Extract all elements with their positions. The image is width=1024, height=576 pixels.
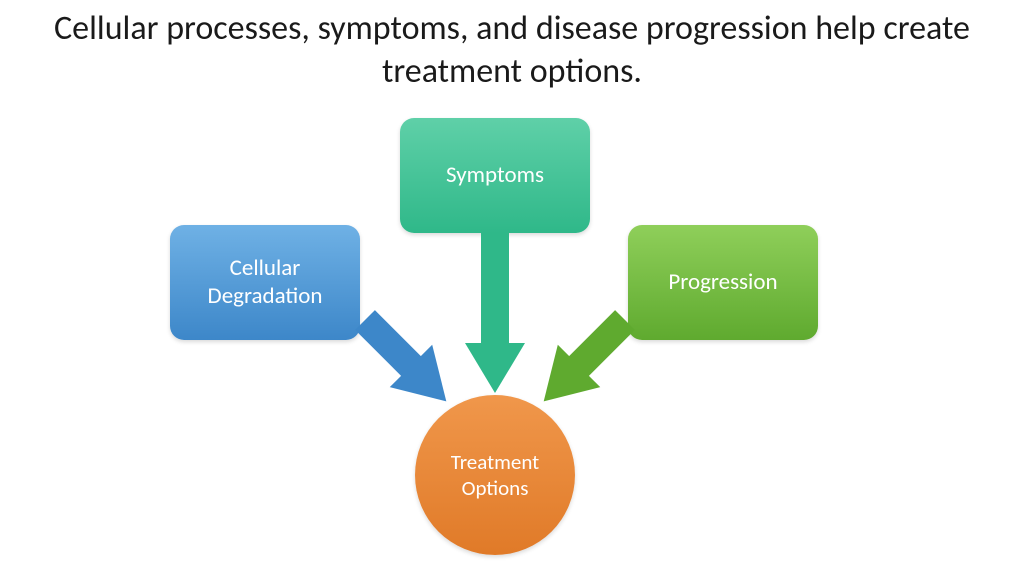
node-label: Cellular Degradation <box>178 255 352 310</box>
node-label: Symptoms <box>446 162 544 190</box>
page-title: Cellular processes, symptoms, and diseas… <box>0 8 1024 93</box>
node-progression: Progression <box>628 225 818 340</box>
node-cellular-degradation: Cellular Degradation <box>170 225 360 340</box>
node-label: Treatment Options <box>415 449 575 502</box>
node-label: Progression <box>668 269 777 297</box>
node-treatment-options: Treatment Options <box>415 395 575 555</box>
node-symptoms: Symptoms <box>400 118 590 233</box>
arrow-down-icon <box>465 233 525 403</box>
